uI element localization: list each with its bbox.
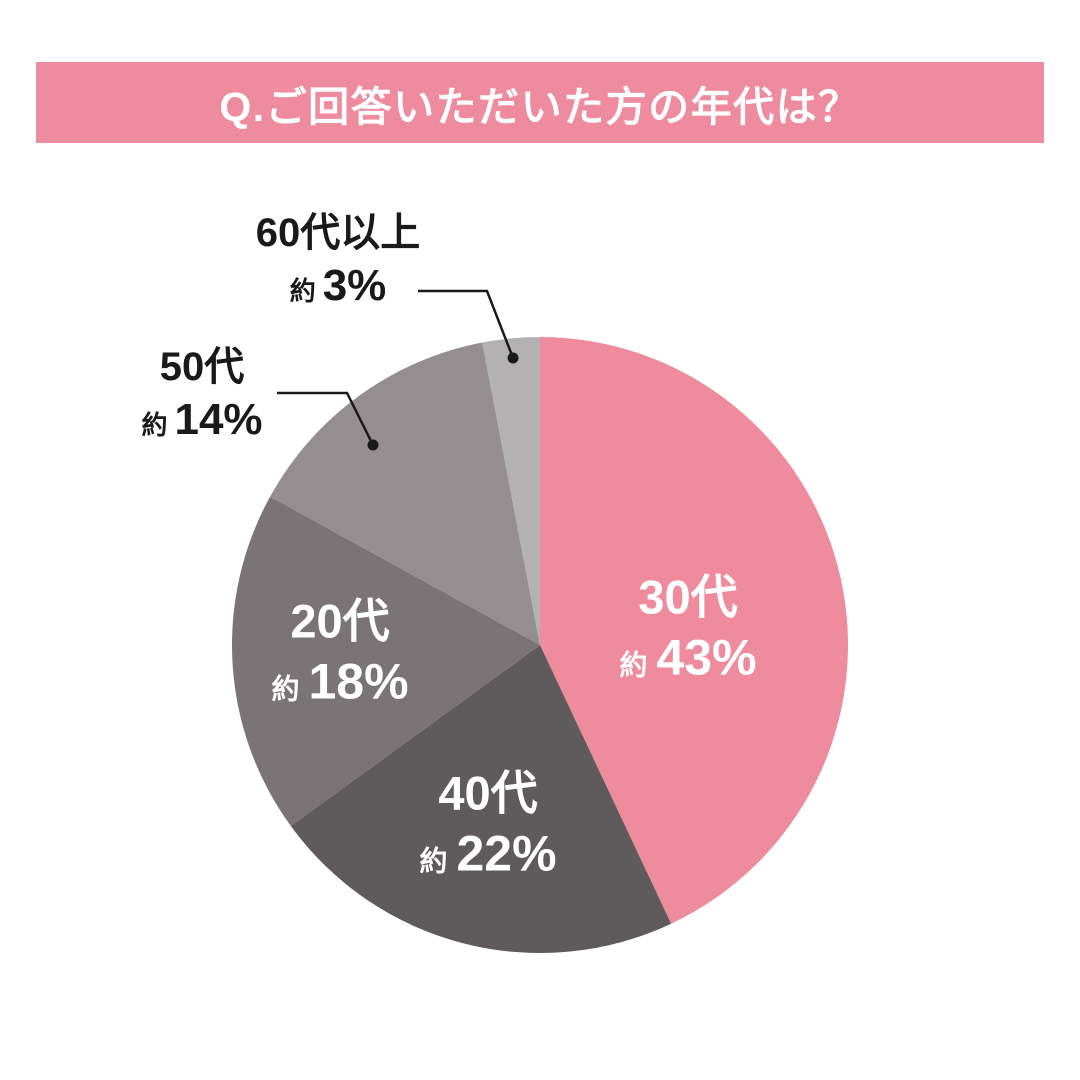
- slice-percentage-60s-plus: 3%: [322, 260, 387, 310]
- slice-label-40s: 40代 約 22%: [419, 766, 556, 881]
- slice-label-50s: 50代 約 14%: [141, 344, 262, 444]
- leader-line-50s: [277, 391, 375, 446]
- slice-percentage-50s: 14%: [174, 394, 263, 444]
- approx-prefix-30s: 約: [619, 649, 648, 681]
- slice-name-60s-plus: 60代以上: [255, 210, 421, 255]
- slice-label-20s: 20代 約 18%: [271, 594, 408, 709]
- slice-value-60s-plus: 約 3%: [256, 260, 421, 310]
- slice-percentage-20s: 18%: [308, 653, 409, 710]
- slice-percentage-30s: 43%: [656, 629, 757, 686]
- slice-name-20s: 20代: [290, 594, 390, 648]
- slice-value-20s: 約 18%: [271, 653, 409, 710]
- question-banner: Q.ご回答いただいた方の年代は？: [36, 62, 1044, 143]
- slice-name-40s: 40代: [438, 766, 538, 820]
- slice-name-30s: 30代: [638, 570, 738, 624]
- leader-lines: [277, 289, 519, 451]
- pie-slice-50s: [270, 342, 540, 645]
- slice-value-30s: 約 43%: [619, 629, 757, 686]
- slice-value-50s: 約 14%: [141, 394, 263, 444]
- leader-line-60s-plus: [418, 289, 515, 359]
- approx-prefix-60s-plus: 約: [289, 275, 316, 306]
- slice-name-50s: 50代: [159, 344, 245, 389]
- slice-label-30s: 30代 約 43%: [619, 570, 756, 685]
- leader-dot-50s: [367, 439, 379, 451]
- question-title: Q.ご回答いただいた方の年代は？: [219, 83, 861, 130]
- pie-slice-60s-plus: [482, 337, 540, 645]
- slice-percentage-40s: 22%: [456, 825, 557, 882]
- pie-slice-40s: [290, 645, 672, 954]
- pie-slices: [231, 337, 849, 954]
- approx-prefix-50s: 約: [141, 409, 168, 440]
- pie-slice-30s: [540, 337, 849, 924]
- approx-prefix-40s: 約: [419, 845, 448, 877]
- pie-slice-20s: [231, 496, 540, 827]
- leader-dot-60s-plus: [507, 352, 519, 364]
- slice-label-60s-plus: 60代以上 約 3%: [256, 210, 421, 310]
- approx-prefix-20s: 約: [271, 673, 300, 705]
- slice-value-40s: 約 22%: [419, 825, 557, 882]
